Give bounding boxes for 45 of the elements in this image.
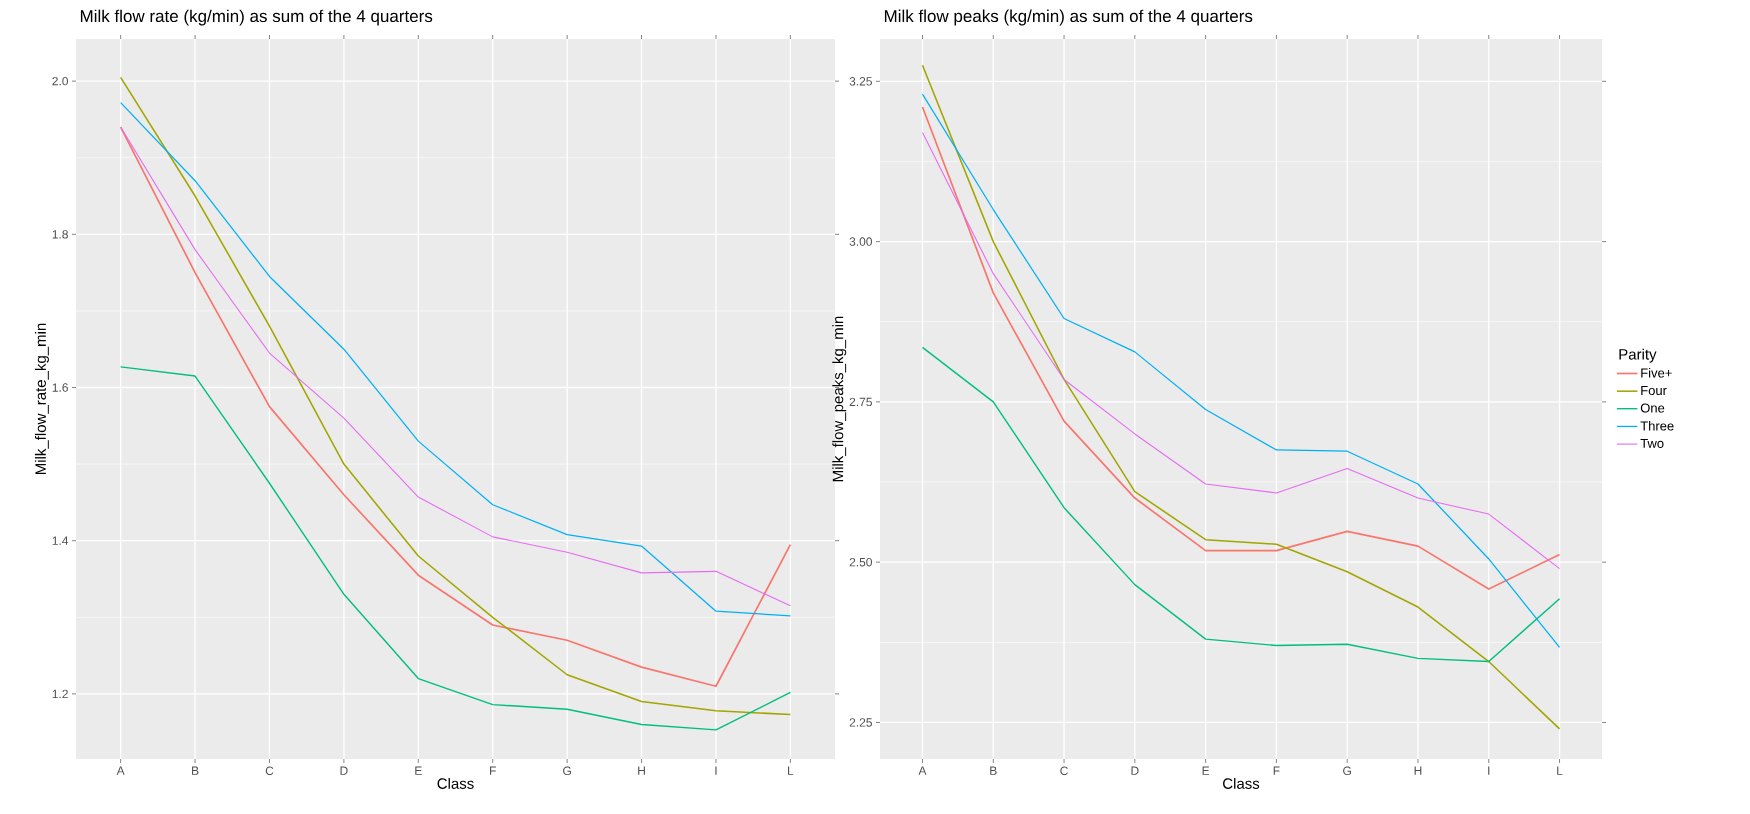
x-tick-label: G [563, 766, 571, 776]
y-tick-label: 1.2 [52, 689, 68, 699]
x-tick-label: E [415, 766, 422, 775]
legend-label: Four [1641, 385, 1667, 396]
x-tick-label: B [192, 766, 199, 775]
x-tick-label: I [1488, 766, 1490, 775]
legend-label: Five+ [1641, 368, 1672, 378]
legend-label: One [1640, 403, 1665, 413]
x-tick-label: L [788, 766, 794, 775]
x-tick-label: I [715, 766, 717, 775]
x-tick-label: A [918, 766, 927, 775]
line-series [119, 366, 792, 731]
legend-title: Parity [1619, 348, 1657, 363]
x-tick-label: D [340, 766, 348, 775]
x-tick-label: A [116, 766, 125, 775]
x-tick-label: B [990, 766, 997, 775]
y-axis-title: Milk_flow_rate_kg_min [34, 323, 49, 475]
y-tick-label: 2.50 [849, 557, 873, 567]
chart-title: Milk flow peaks (kg/min) as sum of the 4 quarters [884, 9, 1253, 26]
chart-title: Milk flow rate (kg/min) as sum of the 4 quarters [80, 9, 433, 26]
legend-label: Three [1640, 420, 1674, 431]
y-tick-label: 3.25 [849, 77, 872, 86]
x-axis-title: Class [1223, 777, 1260, 789]
x-tick-label: H [638, 766, 645, 775]
x-tick-label: F [1273, 766, 1280, 775]
x-tick-label: D [1131, 766, 1139, 775]
y-tick-label: 2.25 [849, 718, 872, 727]
y-tick-label: 3.00 [849, 237, 873, 246]
x-tick-label: E [1202, 766, 1210, 775]
y-tick-label: 1.4 [52, 536, 69, 545]
y-axis-title: Milk_flow_peaks_kg_min [832, 316, 847, 482]
x-tick-label: C [265, 766, 274, 776]
x-tick-label: C [1060, 766, 1068, 776]
x-tick-label: H [1414, 766, 1422, 775]
line-series [921, 64, 1561, 730]
y-tick-label: 1.6 [52, 383, 68, 392]
x-axis-title: Class [437, 777, 474, 789]
legend-label: Two [1640, 438, 1664, 448]
line-series [921, 346, 1561, 663]
y-tick-label: 2.75 [849, 397, 872, 407]
x-tick-label: G [1343, 766, 1351, 776]
y-tick-label: 1.8 [52, 230, 68, 239]
x-tick-label: F [490, 766, 496, 775]
x-tick-label: L [1557, 766, 1563, 775]
y-tick-label: 2.0 [52, 76, 69, 86]
